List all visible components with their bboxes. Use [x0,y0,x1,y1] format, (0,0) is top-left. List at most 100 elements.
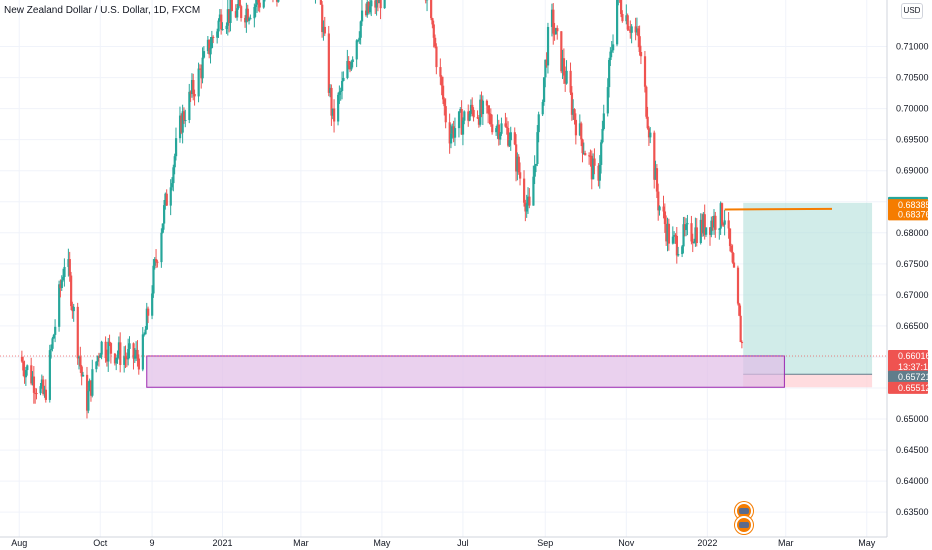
candle-body [248,18,251,21]
candle-up [91,359,94,398]
candle-down [629,20,632,39]
candle-body [480,99,483,115]
candle-body [80,366,83,377]
time-tick-label: 2021 [212,538,232,548]
candle-up [554,27,558,35]
candle-down [323,16,326,37]
time-tick-label: May [373,538,391,548]
candle-down [488,105,491,125]
candle-body [71,306,74,312]
candle-down [374,0,377,15]
candle-up [686,214,689,236]
candle-down [379,0,382,20]
candle-down [489,108,493,127]
candle-body [542,77,546,102]
candle-body [479,99,482,125]
currency-button[interactable]: USD [901,3,923,19]
candle-body [601,128,604,143]
candle-body [504,123,507,127]
candle-body [132,343,135,359]
demand-zone[interactable] [146,355,785,388]
candle-body [569,70,572,93]
candle-up [339,87,342,101]
candle-up [461,117,465,146]
candle-down [180,113,183,135]
candle-body [600,142,603,165]
candle-down [20,350,24,363]
candle-up [370,0,373,17]
candle-up [143,332,146,337]
candle-body [144,329,147,335]
candle-body [681,246,684,255]
candle-up [164,192,167,210]
candle-down [695,218,698,247]
candle-down [439,58,442,85]
candle-down [234,4,237,19]
candle-up [253,3,256,28]
price-tick-label: 0.64500 [896,445,929,455]
candle-body [342,78,345,81]
candle-up [141,327,144,372]
candle-body [553,33,556,35]
drawing-overlays[interactable] [724,207,833,211]
candle-down [59,279,62,298]
target-zone[interactable] [743,202,873,375]
price-axis[interactable]: 0.710000.705000.700000.695000.690000.685… [896,42,929,518]
candle-up [329,84,332,98]
candle-body [51,338,54,349]
economic-event-icon[interactable] [735,502,753,520]
candle-down [193,89,196,106]
drawing-zones[interactable] [0,202,887,388]
candle-body [23,370,26,378]
candle-down [435,43,438,75]
candle-body [117,342,121,355]
candle-down [275,0,279,7]
candle-down [89,380,93,402]
candle-up [100,340,103,360]
candle-down [655,164,659,199]
candle-body [81,374,85,377]
candle-body [703,214,706,235]
candle-body [610,50,613,52]
candle-down [626,13,629,31]
candle-up [115,357,118,371]
trend-line[interactable] [724,207,833,211]
candle-body [527,196,530,205]
candle-up [617,0,619,6]
candle-body [331,108,334,116]
candle-body [378,0,381,4]
candle-down [491,114,494,135]
candle-down [97,352,101,367]
candle-up [542,77,546,106]
candle-body [519,172,522,179]
candle-down [515,134,518,182]
candle-down [627,26,631,31]
candle-body [578,123,582,136]
candle-body [720,203,724,225]
time-axis[interactable]: Aug Oct 9 2021 Mar May Jul Sep Nov 2022 Mar May [11,538,876,548]
candle-body [89,380,93,396]
candle-body [460,109,463,135]
price-tick-label: 0.69000 [896,166,929,176]
candle-down [477,114,481,128]
candle-body [674,235,677,237]
candle-body [709,227,712,235]
candle-up [202,46,206,59]
candle-body [448,122,451,144]
economic-event-icon[interactable] [735,516,753,534]
candle-up [710,216,713,238]
candle-down [507,121,510,148]
candle-down [347,56,350,70]
candle-up [123,346,126,373]
candle-up [685,218,688,237]
tag-entry: 0.65721 [898,372,931,382]
candle-up [190,73,194,98]
candle-body [517,156,520,173]
candle-body [225,25,228,30]
candle-body [50,348,53,351]
candle-body [193,93,196,97]
candle-body [620,0,623,14]
candle-body [237,0,240,9]
candle-body [550,9,554,27]
